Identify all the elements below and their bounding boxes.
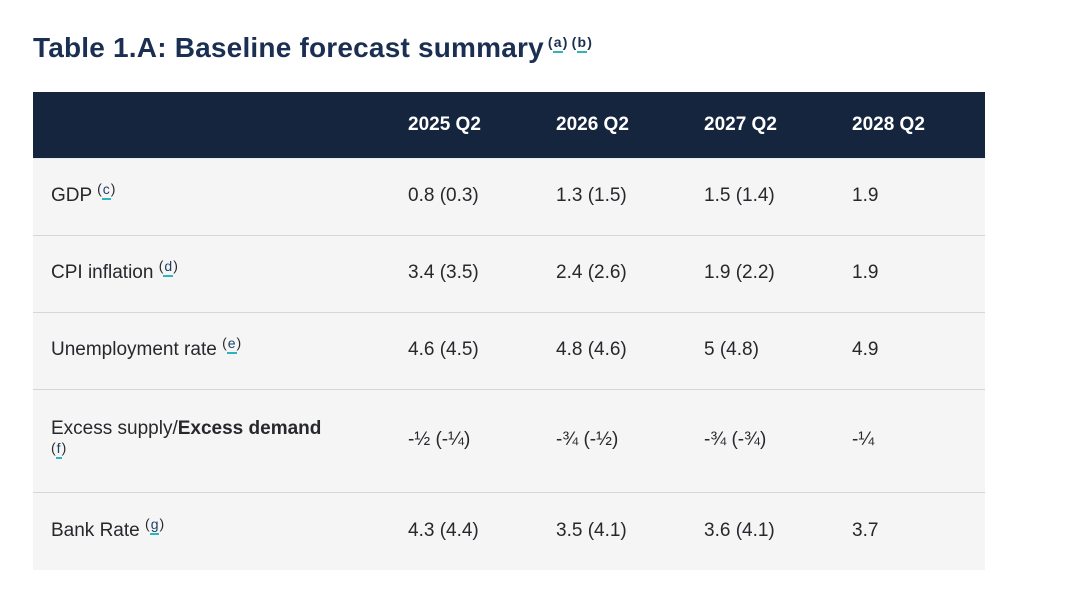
value-cell: -¾ (-½) [556,429,619,451]
table-row: GDP (c) 0.8 (0.3) 1.3 (1.5) 1.5 (1.4) 1.9 [33,158,985,235]
title-footnotes: (a) (b) [544,32,592,63]
table-title: Table 1.A: Baseline forecast summary (a)(… [33,32,592,64]
value-cell: 1.5 (1.4) [704,185,775,207]
value-cell: 4.8 (4.6) [556,339,627,361]
value-cell: 5 (4.8) [704,339,759,361]
row-label-cell: CPI inflation (d) [33,235,408,312]
column-header-2027-q2: 2027 Q2 [704,113,777,135]
footnote-letter: c [101,180,111,200]
row-label-text: CPI inflation [51,262,154,284]
footnote-link-f[interactable]: (f) [51,439,66,459]
value-cell: 1.9 [852,262,879,284]
table-body: GDP (c) 0.8 (0.3) 1.3 (1.5) 1.5 (1.4) 1.9 CPI… [33,158,985,570]
table-row: Unemployment rate (e) 4.6 (4.5) 4.8 (4.6) 5… [33,312,985,389]
footnote-letter: d [163,257,174,277]
value-cell: 0.8 (0.3) [408,185,479,207]
column-header-2026-q2: 2026 Q2 [556,113,629,135]
row-label-text: Unemployment rate [51,339,217,361]
column-header-2025-q2: 2025 Q2 [408,113,481,135]
value-cell: 4.3 (4.4) [408,520,479,541]
value-cell: 3.7 [852,520,879,541]
value-cell: 4.9 [852,339,879,361]
row-label-text: Excess supply/ [51,417,178,439]
table-row: CPI inflation (d) 3.4 (3.5) 2.4 (2.6) 1.9 (… [33,235,985,312]
row-label-cell: GDP (c) [33,158,408,235]
corner-cell [33,92,408,158]
row-label-text: Bank Rate [51,520,140,541]
footnote-link-b[interactable]: (b) [572,33,593,53]
value-cell: 3.5 (4.1) [556,520,627,541]
footnote-letter: e [226,334,237,354]
value-cell: 1.9 [852,185,879,207]
footnote-link-g[interactable]: (g) [145,515,164,535]
value-cell: -¼ [852,429,875,451]
value-cell: 3.4 (3.5) [408,262,479,284]
table-title-text: Table 1.A: Baseline forecast summary [33,32,544,63]
forecast-table: 2025 Q2 2026 Q2 2027 Q2 2028 Q2 GDP (c) 0.8 … [33,92,985,570]
value-cell: -½ (-¼) [408,429,471,451]
footnote-letter: g [149,515,160,535]
column-header-2028-q2: 2028 Q2 [852,113,925,135]
row-label-text-bold: Excess demand [177,417,322,439]
table-row: Excess supply/Excess demand (f) -½ (-¼) -¾ … [33,389,985,492]
footnote-letter: b [576,33,588,53]
header-row: 2025 Q2 2026 Q2 2027 Q2 2028 Q2 [33,92,985,158]
footnote-line: (f) [51,439,396,466]
footnote-link-a[interactable]: (a) [548,33,568,53]
footnote-link-e[interactable]: (e) [222,334,241,354]
row-label-cell: Bank Rate (g) [33,492,408,570]
footnote-link-c[interactable]: (c) [97,180,115,200]
footnote-letter: a [552,33,563,53]
row-label-cell: Excess supply/Excess demand (f) [33,389,408,492]
row-label-cell: Unemployment rate (e) [33,312,408,389]
value-cell: 4.6 (4.5) [408,339,479,361]
footnote-link-d[interactable]: (d) [159,257,178,277]
row-label-text: GDP [51,185,92,207]
value-cell: 1.9 (2.2) [704,262,775,284]
footnote-letter: f [55,439,62,459]
value-cell: 1.3 (1.5) [556,185,627,207]
value-cell: 2.4 (2.6) [556,262,627,284]
table-row: Bank Rate (g) 4.3 (4.4) 3.5 (4.1) 3.6 (4.1)… [33,492,985,570]
value-cell: -¾ (-¾) [704,429,767,451]
value-cell: 3.6 (4.1) [704,520,775,541]
